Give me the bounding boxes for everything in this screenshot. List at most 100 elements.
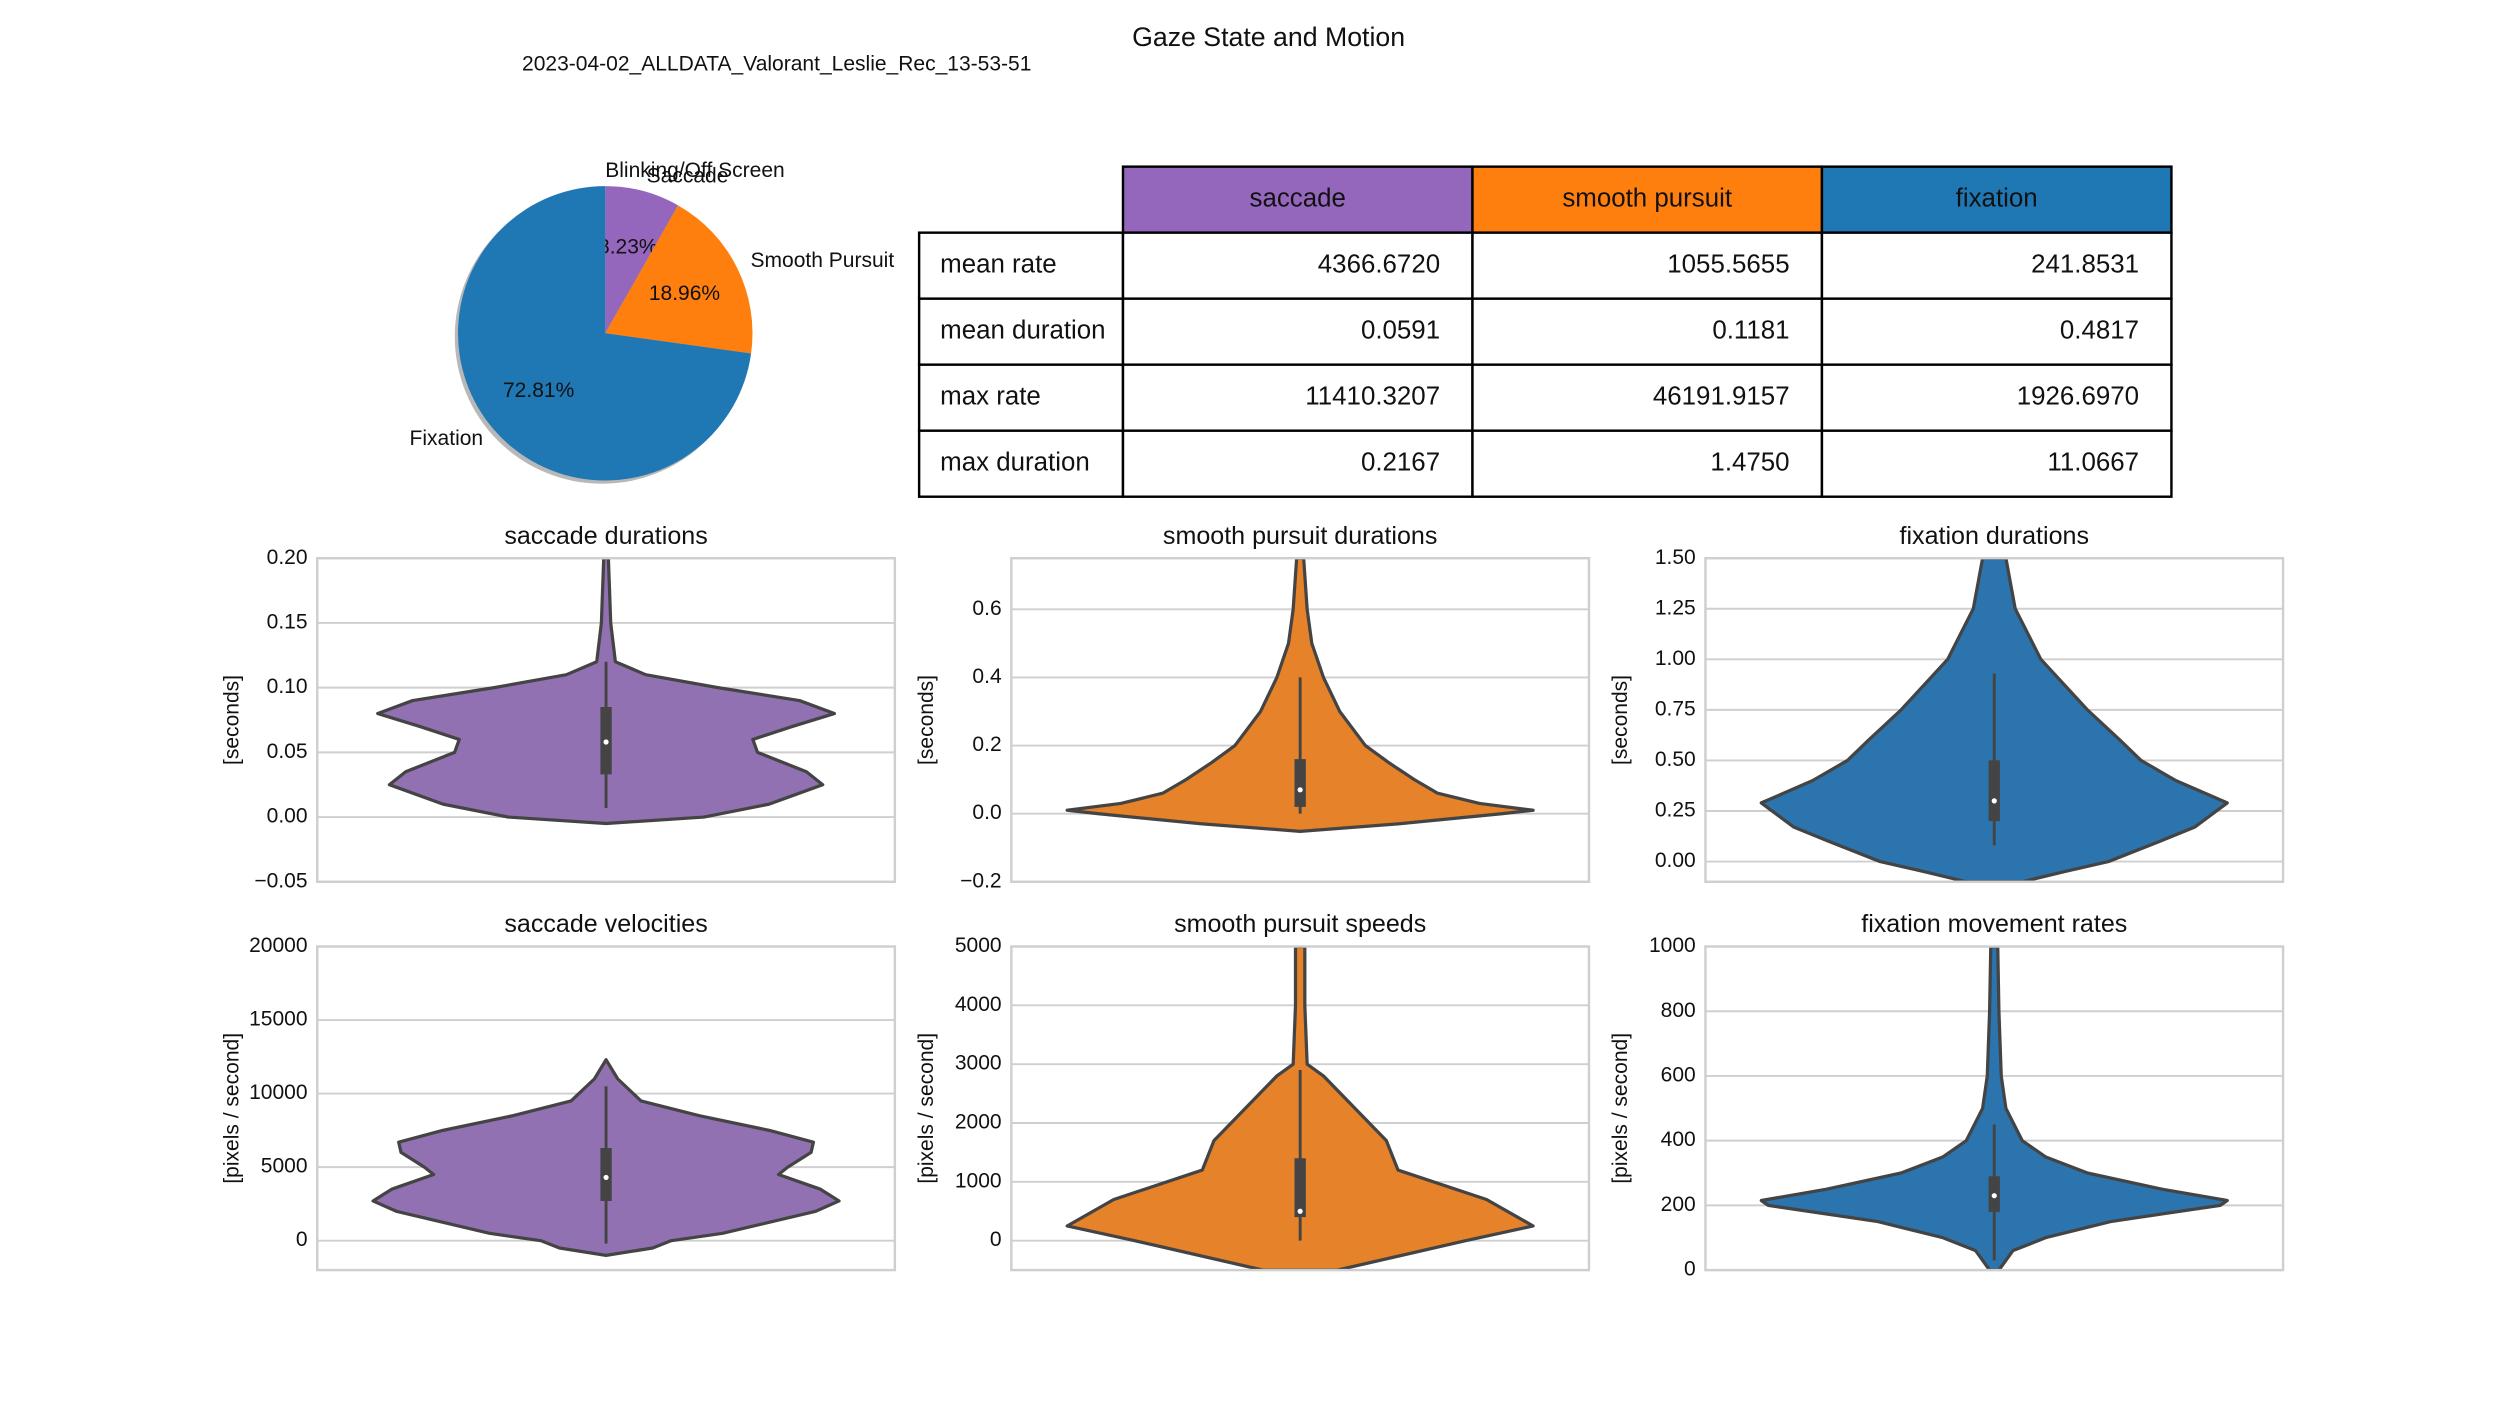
y-tick-label: 0.6 (972, 597, 1001, 620)
table-value: 0.2167 (1361, 449, 1440, 477)
axes-title: smooth pursuit durations (1163, 522, 1437, 550)
pie-slice (605, 205, 753, 354)
y-tick-label: 0.50 (1655, 748, 1696, 771)
axes-title: saccade velocities (504, 910, 707, 938)
median (1991, 798, 1997, 804)
y-axis-label: [seconds] (915, 675, 938, 765)
y-tick-label: 0.15 (267, 610, 308, 633)
table-cell (1820, 363, 2173, 432)
y-tick-label: 0.20 (267, 546, 308, 569)
y-tick-label: 4000 (955, 993, 1002, 1016)
y-tick-label: 1000 (955, 1169, 1002, 1192)
table-header: saccade (1250, 184, 1346, 212)
y-axis-label: [seconds] (221, 675, 244, 765)
table-cell (1121, 429, 1474, 498)
table-cell (917, 297, 1125, 366)
y-tick-label: 0.00 (1655, 849, 1696, 872)
median (1297, 1208, 1303, 1214)
median (1991, 1193, 1997, 1199)
table-cell (1121, 297, 1474, 366)
pie-label: Smooth Pursuit (751, 249, 895, 272)
pie-value-label: 18.96% (649, 282, 720, 305)
axes-frame (1704, 945, 2285, 1272)
y-tick-label: 2000 (955, 1111, 1002, 1134)
table-cell (1820, 231, 2173, 300)
table-value: 0.1181 (1712, 317, 1789, 345)
y-tick-label: 5000 (261, 1155, 308, 1178)
table-value: 46191.9157 (1653, 383, 1790, 411)
table-header-cell (1820, 165, 2173, 234)
y-tick-label: 1.25 (1655, 596, 1696, 619)
violin-group (1065, 558, 1535, 833)
y-tick-label: 0.0 (972, 801, 1001, 824)
y-tick-label: 1.50 (1655, 546, 1696, 569)
y-tick-label: 0.00 (267, 805, 308, 828)
violin-group (1759, 558, 2229, 882)
y-tick-label: 20000 (249, 934, 307, 957)
axes-frame (316, 945, 897, 1272)
table-value: 0.0591 (1361, 317, 1440, 345)
table-cell (917, 429, 1125, 498)
table-cell (917, 363, 1125, 432)
y-tick-label: 0.25 (1655, 799, 1696, 822)
y-tick-label: −0.2 (960, 869, 1002, 892)
y-tick-label: 600 (1661, 1064, 1696, 1087)
table-value: 4366.6720 (1318, 251, 1440, 279)
y-tick-label: 200 (1661, 1193, 1696, 1216)
table-value: 11410.3207 (1305, 383, 1440, 411)
y-tick-label: 0.4 (972, 665, 1002, 688)
axes-frame (1010, 945, 1591, 1272)
table-cell (1471, 297, 1824, 366)
row-label: max rate (940, 383, 1041, 411)
pie-value-label: 8.23% (598, 235, 658, 258)
y-tick-label: 0.10 (267, 675, 308, 698)
table-cell (1471, 429, 1824, 498)
y-axis-label: [seconds] (1609, 675, 1632, 765)
y-axis-label: [pixels / second] (1609, 1033, 1632, 1184)
axes-frame (1010, 556, 1591, 883)
violin-group (1065, 946, 1535, 1271)
table-header-cell (1471, 165, 1824, 234)
table-value: 1055.5655 (1667, 251, 1789, 279)
y-tick-label: 0.2 (972, 733, 1001, 756)
y-tick-label: 800 (1661, 999, 1696, 1022)
axes-title: fixation durations (1900, 522, 2089, 550)
y-axis-label: [pixels / second] (221, 1033, 244, 1184)
y-tick-label: −0.05 (254, 869, 307, 892)
violin-body (1759, 946, 2229, 1271)
axes-title: saccade durations (504, 522, 707, 550)
table-cell (1820, 429, 2173, 498)
table-value: 0.4817 (2060, 317, 2139, 345)
axes-frame (316, 556, 897, 883)
table-value: 241.8531 (2031, 251, 2139, 279)
y-tick-label: 0.75 (1655, 697, 1696, 720)
violin-group (371, 1058, 841, 1258)
y-tick-label: 10000 (249, 1081, 307, 1104)
y-tick-label: 3000 (955, 1052, 1002, 1075)
y-tick-label: 0 (296, 1228, 308, 1251)
y-tick-label: 0 (990, 1228, 1002, 1251)
table-header-cell (1121, 165, 1474, 234)
y-tick-label: 0 (1684, 1258, 1696, 1281)
y-tick-label: 15000 (249, 1008, 307, 1031)
row-label: mean rate (940, 251, 1057, 279)
pie-label: Fixation (410, 427, 484, 450)
row-label: mean duration (940, 317, 1105, 345)
table-cell (1121, 363, 1474, 432)
figure-subtitle: 2023-04-02_ALLDATA_Valorant_Leslie_Rec_1… (522, 52, 1031, 75)
median (603, 1174, 609, 1181)
table-value: 1926.6970 (2017, 383, 2139, 411)
row-label: max duration (940, 449, 1090, 477)
axes-title: fixation movement rates (1861, 910, 2127, 938)
pie-value-label: 72.81% (503, 379, 574, 402)
y-tick-label: 5000 (955, 934, 1002, 957)
violin-group (1759, 946, 2229, 1271)
table-cell (1471, 363, 1824, 432)
y-tick-label: 1.00 (1655, 647, 1696, 670)
y-axis-label: [pixels / second] (915, 1033, 938, 1184)
pie-slice (605, 186, 679, 334)
table-header: smooth pursuit (1562, 184, 1732, 212)
y-tick-label: 0.05 (267, 740, 308, 763)
